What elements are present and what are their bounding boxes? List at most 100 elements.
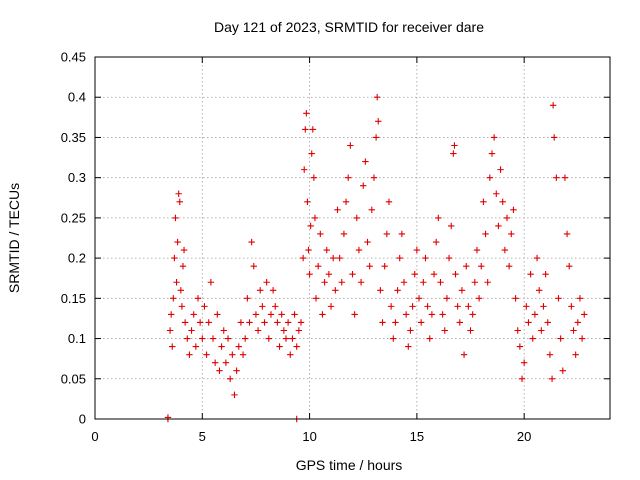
data-point	[372, 134, 380, 141]
data-point	[235, 343, 242, 350]
data-point	[426, 335, 433, 342]
data-point	[304, 198, 311, 205]
y-tick-label: 0.4	[68, 90, 86, 105]
data-point	[469, 311, 476, 318]
data-point	[538, 327, 545, 334]
data-point	[201, 303, 208, 310]
data-point	[559, 367, 566, 374]
data-point	[430, 271, 438, 278]
data-point	[295, 327, 303, 334]
data-point	[415, 295, 423, 302]
data-point	[224, 335, 232, 342]
data-point	[523, 303, 530, 310]
data-point	[409, 303, 416, 310]
data-point	[551, 134, 558, 141]
data-point	[473, 246, 481, 254]
data-point	[463, 262, 470, 270]
data-point	[169, 343, 176, 350]
data-point	[254, 327, 262, 334]
data-point	[387, 303, 395, 310]
data-point	[561, 174, 569, 181]
data-point	[435, 214, 442, 222]
data-point	[357, 279, 365, 286]
data-point	[390, 335, 397, 342]
data-point	[360, 182, 367, 189]
y-tick-label: 0.3	[68, 170, 86, 185]
data-point	[267, 311, 275, 318]
data-point	[407, 327, 414, 334]
data-point	[478, 262, 485, 270]
data-point	[172, 214, 179, 222]
data-point	[312, 295, 320, 302]
data-point	[186, 351, 193, 358]
data-point	[309, 126, 317, 133]
data-point	[512, 295, 519, 302]
data-point	[546, 351, 554, 358]
grid-lines	[95, 57, 610, 419]
data-point	[581, 311, 588, 318]
data-point	[490, 134, 498, 141]
data-point	[306, 271, 313, 278]
data-point	[475, 295, 483, 302]
data-point	[493, 190, 500, 197]
data-point	[527, 271, 534, 278]
data-point	[311, 214, 319, 222]
data-point	[405, 343, 412, 350]
data-point	[166, 327, 174, 334]
data-point	[259, 303, 266, 310]
data-point	[520, 359, 528, 366]
data-point	[499, 198, 506, 205]
data-point	[424, 303, 431, 310]
data-point	[458, 287, 466, 294]
data-point	[514, 327, 521, 334]
data-point	[497, 166, 504, 173]
data-point	[171, 254, 178, 262]
data-point	[400, 279, 408, 286]
data-point	[553, 174, 560, 181]
data-point	[307, 222, 314, 230]
data-point	[342, 198, 350, 205]
data-point	[486, 174, 494, 181]
data-point	[177, 287, 185, 294]
data-point	[297, 319, 305, 326]
data-point	[355, 246, 363, 254]
data-point	[319, 311, 326, 318]
data-point	[563, 230, 571, 238]
data-point	[305, 246, 312, 254]
data-point	[289, 335, 296, 342]
data-point	[375, 118, 382, 125]
data-point	[278, 311, 285, 318]
data-point	[351, 311, 358, 318]
data-point	[456, 319, 463, 326]
data-point	[439, 311, 446, 318]
data-point	[495, 222, 502, 230]
data-point	[503, 214, 511, 222]
y-tick-label: 0	[79, 412, 86, 427]
data-point	[261, 319, 268, 326]
data-point	[516, 343, 524, 350]
data-point	[383, 230, 391, 238]
plot-frame	[94, 56, 611, 420]
data-point	[441, 327, 448, 334]
data-point	[248, 238, 255, 246]
data-point	[231, 391, 238, 399]
data-point	[299, 254, 307, 262]
data-point	[443, 295, 451, 302]
data-point	[420, 279, 427, 286]
data-points	[164, 94, 588, 423]
axis-ticks: 0 0.05 0.1 0.15 0.2 0.25 0.3 0.35 0.4 0.45 0 5 10 15 2…	[61, 50, 610, 444]
y-tick-label: 0.15	[61, 291, 86, 306]
data-point	[460, 351, 468, 358]
data-point	[340, 230, 348, 238]
data-point	[336, 254, 343, 262]
data-point	[428, 311, 436, 318]
data-point	[398, 230, 406, 238]
y-tick-label: 0.2	[68, 251, 86, 266]
data-point	[394, 287, 401, 294]
data-point	[381, 262, 388, 270]
data-point	[362, 158, 369, 165]
data-point	[488, 150, 496, 157]
y-tick-label: 0.1	[68, 331, 86, 346]
data-point	[329, 254, 337, 262]
data-point	[544, 319, 551, 326]
